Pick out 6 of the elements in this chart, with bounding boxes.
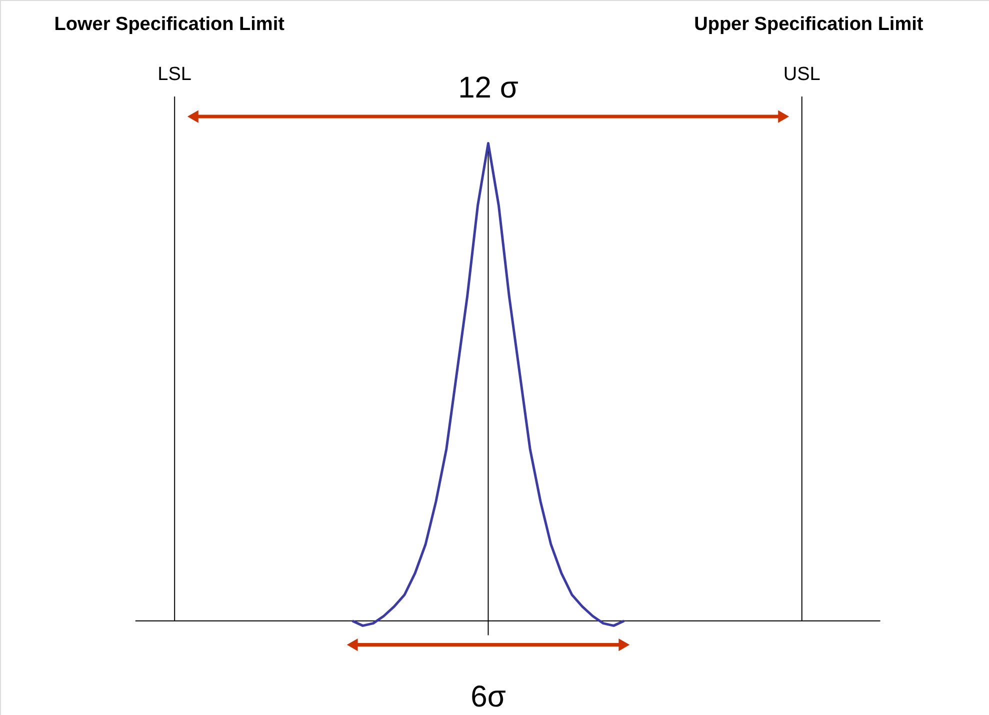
text: LSL: [158, 64, 192, 86]
text: Lower Specification Limit: [54, 14, 286, 35]
text: USL: [783, 64, 820, 86]
text: 6σ: [470, 680, 506, 714]
text: 12 σ: [458, 71, 519, 104]
text: Upper Specification Limit: [694, 14, 924, 35]
